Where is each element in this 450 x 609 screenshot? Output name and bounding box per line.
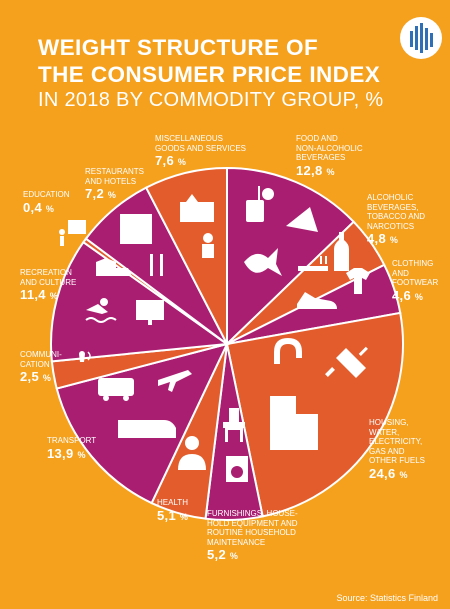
label-food-line1: FOOD AND: [296, 134, 338, 143]
value-alcohol: 4,8 %: [367, 231, 399, 247]
plug-icon: [325, 346, 368, 378]
label-clothing-line2: AND: [392, 268, 409, 278]
label-food: FOOD AND NON-ALCOHOLIC BEVERAGES 12,8 %: [296, 134, 363, 180]
chair-icon: [223, 408, 245, 442]
plane-icon: [158, 370, 192, 392]
label-restaurants: RESTAURANTS AND HOTELS 7,2 %: [85, 167, 144, 203]
doctor-icon: [178, 436, 206, 470]
label-furnishings-line1: FURNISHINGS, HOUSE-: [207, 509, 298, 518]
label-alcohol-line1: ALCOHOLIC: [367, 193, 414, 202]
label-restaurants-line1: RESTAURANTS: [85, 167, 144, 176]
value-housing: 24,6 %: [369, 465, 408, 481]
label-housing-line1: HOUSING,: [369, 418, 409, 427]
title-line-1: WEIGHT STRUCTURE OF: [38, 35, 319, 60]
baby-icon: [202, 233, 214, 258]
label-education-line1: EDUCATION: [23, 190, 70, 199]
building-icon: [270, 396, 318, 450]
teacher-board-icon: [59, 220, 86, 246]
bottle-icon: [334, 232, 349, 271]
label-health-line1: HEALTH: [157, 498, 188, 507]
source-note: Source: Statistics Finland: [336, 593, 438, 603]
value-food: 12,8 %: [296, 162, 335, 178]
van-icon: [98, 378, 134, 401]
cheese-icon: [286, 207, 318, 232]
label-clothing-line1: CLOTHING: [392, 259, 434, 268]
value-furnishings: 5,2 %: [207, 547, 239, 563]
chart-title: WEIGHT STRUCTURE OF THE CONSUMER PRICE I…: [38, 34, 388, 113]
label-housing: HOUSING, WATER, ELECTRICITY, GAS AND OTH…: [369, 418, 425, 483]
washing-machine-icon: [226, 456, 248, 482]
label-food-line3: BEVERAGES: [296, 153, 346, 163]
value-misc: 7,6 %: [155, 153, 187, 169]
logo-bars-icon: [400, 17, 442, 59]
swimmer-icon: [85, 298, 117, 323]
faucet-icon: [274, 338, 302, 364]
fish-icon: [244, 248, 282, 276]
value-communication: 2,5 %: [20, 369, 52, 385]
shirt-icon: [346, 268, 370, 294]
label-misc-line2: GOODS AND SERVICES: [155, 143, 246, 153]
rocking-horse-icon: [96, 258, 132, 276]
label-recreation-line2: AND CULTURE: [20, 277, 77, 287]
label-housing-line3: ELECTRICITY,: [369, 437, 423, 447]
label-housing-line4: GAS AND: [369, 446, 405, 456]
food-drink-icon: [246, 186, 274, 222]
label-clothing-line3: FOOTWEAR: [392, 278, 439, 288]
label-furnishings-line2: HOLD EQUIPMENT AND: [207, 518, 298, 528]
label-housing-line2: WATER,: [369, 427, 400, 437]
label-misc-line1: MISCELLANEOUS: [155, 134, 224, 143]
title-line-3: IN 2018 BY COMMODITY GROUP, %: [38, 89, 384, 111]
value-health: 5,1 %: [157, 507, 189, 523]
label-recreation: RECREATION AND CULTURE 11,4 %: [20, 268, 76, 304]
value-education: 0,4 %: [23, 199, 55, 215]
label-communication-line2: CATION: [20, 359, 50, 369]
label-housing-line5: OTHER FUELS: [369, 456, 426, 466]
label-alcohol: ALCOHOLIC BEVERAGES, TOBACCO AND NARCOTI…: [367, 193, 425, 248]
label-communication: COMMUNI- CATION 2,5 %: [20, 350, 62, 386]
title-line-2: THE CONSUMER PRICE INDEX: [38, 62, 381, 87]
hotel-icon: [120, 214, 152, 244]
label-furnishings-line4: MAINTENANCE: [207, 537, 266, 547]
label-education: EDUCATION 0,4 %: [23, 190, 70, 217]
train-icon: [118, 420, 176, 438]
shoe-icon: [297, 292, 337, 309]
label-recreation-line1: RECREATION: [20, 268, 72, 277]
gift-basket-icon: [180, 194, 214, 222]
label-transport: TRANSPORT 13,9 %: [47, 436, 96, 463]
label-clothing: CLOTHING AND FOOTWEAR 4,6 %: [392, 259, 438, 305]
value-transport: 13,9 %: [47, 445, 86, 461]
monitor-icon: [136, 300, 164, 325]
label-furnishings: FURNISHINGS, HOUSE- HOLD EQUIPMENT AND R…: [207, 509, 298, 564]
label-alcohol-line2: BEVERAGES,: [367, 202, 419, 212]
label-communication-line1: COMMUNI-: [20, 350, 62, 359]
cutlery-icon: [150, 254, 163, 276]
value-clothing: 4,6 %: [392, 287, 424, 303]
label-alcohol-line3: TOBACCO AND: [367, 212, 426, 222]
label-transport-line1: TRANSPORT: [47, 436, 97, 445]
value-restaurants: 7,2 %: [85, 186, 117, 202]
value-recreation: 11,4 %: [20, 287, 59, 303]
phone-icon: [79, 351, 91, 362]
label-restaurants-line2: AND HOTELS: [85, 176, 137, 186]
label-health: HEALTH 5,1 %: [157, 498, 188, 525]
label-furnishings-line3: ROUTINE HOUSEHOLD: [207, 528, 296, 538]
label-misc: MISCELLANEOUS GOODS AND SERVICES 7,6 %: [155, 134, 246, 170]
cigarette-icon: [298, 256, 328, 271]
label-food-line2: NON-ALCOHOLIC: [296, 143, 363, 153]
label-alcohol-line4: NARCOTICS: [367, 221, 415, 231]
